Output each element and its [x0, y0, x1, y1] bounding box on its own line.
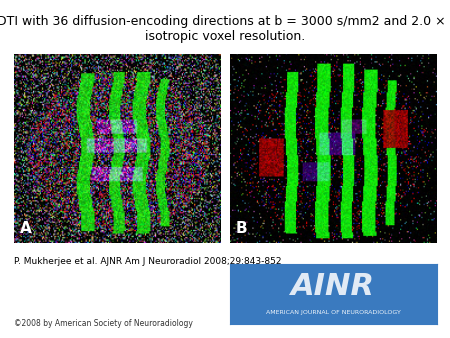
- Text: P. Mukherjee et al. AJNR Am J Neuroradiol 2008;29:843-852: P. Mukherjee et al. AJNR Am J Neuroradio…: [14, 257, 281, 266]
- Text: AMERICAN JOURNAL OF NEURORADIOLOGY: AMERICAN JOURNAL OF NEURORADIOLOGY: [266, 310, 400, 315]
- Text: 3T-versus-7T DTI with 36 diffusion-encoding directions at b = 3000 s/mm2 and 2.0: 3T-versus-7T DTI with 36 diffusion-encod…: [0, 15, 450, 43]
- Text: AINR: AINR: [291, 272, 375, 301]
- Text: A: A: [20, 221, 32, 236]
- Text: B: B: [236, 221, 248, 236]
- Text: ©2008 by American Society of Neuroradiology: ©2008 by American Society of Neuroradiol…: [14, 319, 193, 328]
